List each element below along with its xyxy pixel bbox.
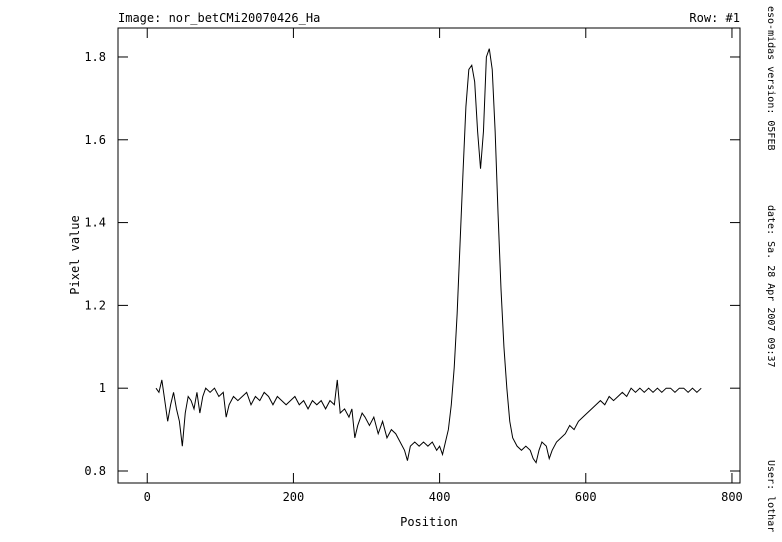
- row-label: Row: #1: [689, 11, 740, 25]
- y-tick-label: 1.4: [84, 216, 106, 230]
- x-tick-label: 600: [575, 490, 597, 504]
- spectrum-line: [155, 48, 702, 464]
- y-tick-label: 1.6: [84, 133, 106, 147]
- y-tick-label: 1.2: [84, 298, 106, 312]
- y-axis-label: Pixel value: [68, 215, 82, 294]
- x-tick-label: 200: [283, 490, 305, 504]
- y-tick-label: 1.8: [84, 50, 106, 64]
- x-axis-label: Position: [400, 515, 458, 529]
- x-tick-label: 400: [429, 490, 451, 504]
- x-tick-label: 800: [721, 490, 743, 504]
- y-tick-label: 1: [99, 381, 106, 395]
- side-text: date: Sa. 28 Apr 2007 09:37: [765, 205, 776, 368]
- header: Image: nor_betCMi20070426_Ha: [118, 11, 320, 25]
- side-text: eso-midas version: 05FEB: [765, 6, 776, 151]
- side-text: User: lothar: [765, 460, 776, 532]
- x-tick-label: 0: [144, 490, 151, 504]
- plot-frame: [117, 27, 741, 484]
- y-tick-label: 0.8: [84, 464, 106, 478]
